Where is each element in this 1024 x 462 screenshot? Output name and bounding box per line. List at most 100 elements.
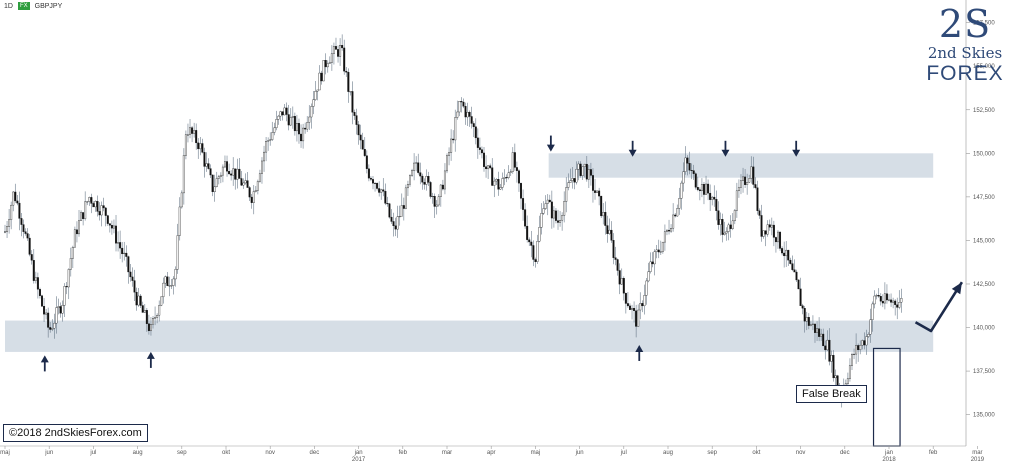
candle-body — [156, 315, 159, 318]
candle-body — [49, 327, 52, 330]
candle-body — [147, 323, 150, 332]
candle-body — [846, 378, 849, 384]
candle-body — [826, 339, 829, 351]
x-tick-label: jun — [575, 450, 584, 456]
candle-body — [127, 256, 130, 273]
y-tick-label: 135,000 — [973, 413, 995, 419]
projection-path — [914, 281, 964, 333]
candle-body — [700, 184, 703, 192]
y-tick-label: 147,500 — [973, 195, 995, 201]
candle-body — [332, 46, 335, 54]
candle-body — [633, 308, 636, 311]
candle-body — [14, 191, 17, 202]
candle-body — [805, 317, 808, 322]
candle-body — [425, 176, 428, 185]
candle-body — [446, 155, 448, 172]
candle-body — [448, 152, 451, 156]
candle-body — [828, 339, 831, 362]
candle-body — [281, 111, 284, 116]
candle-body — [799, 288, 802, 306]
candle-body — [600, 195, 603, 217]
candle-body — [82, 212, 85, 219]
x-tick-label: jul — [89, 450, 96, 456]
candle-body — [108, 223, 111, 226]
candle-body — [137, 295, 140, 306]
candle-body — [191, 127, 194, 134]
candle-body — [538, 227, 541, 242]
candle-body — [404, 187, 407, 209]
candle-body — [10, 204, 13, 220]
candle-body — [869, 319, 872, 335]
candle-body — [172, 278, 175, 286]
candle-body — [213, 186, 216, 193]
candle-body — [110, 225, 113, 229]
candle-body — [248, 187, 251, 198]
candle-body — [737, 187, 740, 192]
candle-body — [129, 271, 132, 278]
candle-body — [674, 214, 677, 217]
candle-body — [867, 334, 870, 337]
candle-body — [530, 241, 533, 246]
candle-body — [639, 303, 642, 311]
candle-body — [513, 152, 516, 168]
candle-body — [503, 177, 506, 179]
candle-body — [372, 179, 374, 184]
candle-body — [550, 201, 553, 219]
candle-body — [713, 196, 716, 200]
candle-body — [166, 276, 169, 286]
candle-body — [655, 249, 658, 252]
candle-body — [80, 212, 83, 221]
candle-body — [552, 210, 555, 219]
candle-body — [571, 178, 574, 181]
candle-body — [211, 174, 214, 193]
candle-body — [232, 168, 235, 176]
candle-body — [581, 166, 584, 176]
y-tick-label: 137,500 — [973, 369, 995, 375]
candle-body — [252, 191, 255, 203]
candle-body — [143, 310, 146, 313]
candle-body — [279, 111, 282, 117]
candle-body — [388, 203, 391, 218]
candle-body — [542, 208, 545, 214]
candle-body — [258, 173, 261, 182]
candle-body — [123, 252, 126, 255]
candle-body — [400, 205, 403, 217]
candle-body — [643, 295, 646, 307]
candle-body — [131, 276, 134, 281]
candle-body — [96, 201, 99, 212]
candle-body — [170, 285, 173, 287]
candle-body — [223, 161, 226, 168]
candle-body — [125, 252, 128, 257]
candle-body — [271, 132, 274, 140]
candle-body — [466, 111, 469, 118]
candle-body — [900, 298, 903, 303]
candle-body — [579, 163, 582, 176]
candle-body — [606, 225, 609, 234]
candle-body — [73, 229, 76, 248]
candle-body — [690, 170, 693, 171]
candle-body — [684, 157, 687, 172]
candle-body — [526, 225, 529, 240]
candle-body — [53, 322, 56, 329]
candle-body — [335, 46, 337, 50]
candle-body — [787, 249, 790, 261]
candle-body — [620, 278, 623, 285]
candle-body — [228, 171, 231, 175]
candle-body — [789, 259, 792, 264]
candle-body — [261, 160, 263, 174]
candle-body — [766, 224, 769, 235]
candle-body — [285, 107, 288, 115]
candle-body — [612, 240, 615, 258]
candle-body — [337, 49, 340, 57]
candle-body — [431, 196, 434, 198]
candle-body — [12, 191, 15, 206]
candle-body — [180, 192, 183, 208]
candle-body — [725, 231, 728, 234]
candle-body — [365, 155, 368, 169]
candle-body — [59, 306, 62, 314]
candle-body — [168, 285, 171, 287]
candle-body — [692, 170, 695, 174]
candle-body — [507, 172, 510, 178]
candle-body — [102, 205, 105, 209]
candle-body — [476, 137, 479, 148]
